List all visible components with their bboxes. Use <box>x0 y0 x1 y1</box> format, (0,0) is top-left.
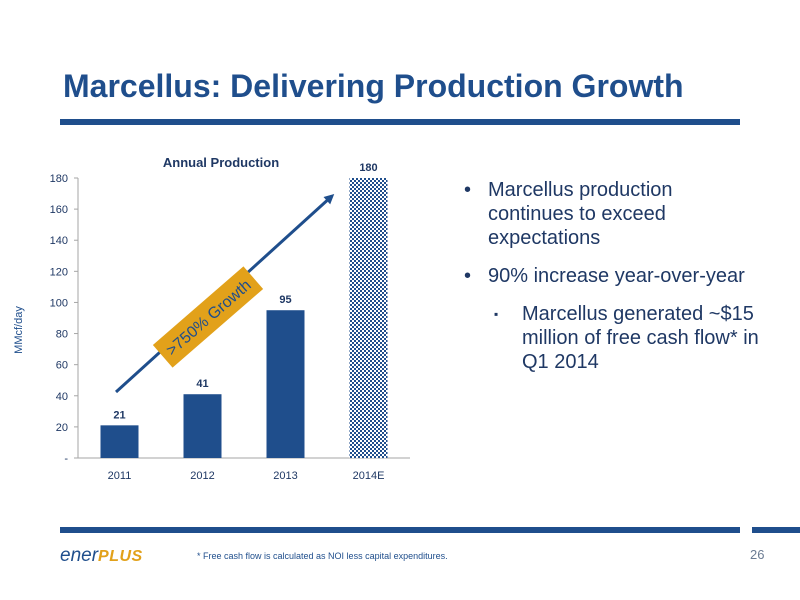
bullet-text: 90% increase year-over-year <box>488 265 745 287</box>
production-bar-chart: - 20 40 60 80 100 120 140 160 180 21 2011 41 2012 95 2… <box>13 155 410 482</box>
footer-rule-tail <box>752 527 800 533</box>
bar-data-label: 21 <box>113 409 125 421</box>
y-tick-label: 20 <box>56 422 68 434</box>
y-tick-label: 80 <box>56 329 68 341</box>
logo-text-ener: ener <box>60 545 99 566</box>
bullet-dot: • <box>464 265 472 287</box>
bar <box>349 178 388 458</box>
x-tick-label: 2013 <box>273 470 297 482</box>
bullet-list: • Marcellus production continues to exce… <box>460 178 760 374</box>
bar-data-label: 180 <box>359 162 377 174</box>
bar-data-label: 41 <box>196 378 208 390</box>
y-tick-label: 160 <box>50 204 68 216</box>
x-tick-label: 2012 <box>190 470 214 482</box>
growth-annotation-text: >750% Growth <box>163 277 254 360</box>
title-underline <box>60 119 740 125</box>
x-tick-label: 2014E <box>353 470 385 482</box>
bar <box>266 310 305 458</box>
y-tick-label: 120 <box>50 266 68 278</box>
y-tick-label: 140 <box>50 235 68 247</box>
y-tick-label: - <box>64 453 68 465</box>
growth-annotation: >750% Growth <box>152 266 264 368</box>
bar-data-label: 95 <box>279 294 291 306</box>
footnote: * Free cash flow is calculated as NOI le… <box>197 551 448 561</box>
sub-bullet-text: Marcellus generated ~$15 million of free… <box>522 303 759 373</box>
y-tick-label: 60 <box>56 360 68 372</box>
bullet-dot: • <box>464 179 472 201</box>
y-tick-label: 100 <box>50 297 68 309</box>
x-tick-label: 2011 <box>108 470 132 482</box>
y-tick-label: 180 <box>50 173 68 185</box>
bar <box>100 425 139 458</box>
sub-bullet-item: ▪ Marcellus generated ~$15 million of fr… <box>460 302 760 374</box>
y-tick-label: 40 <box>56 391 68 403</box>
bar <box>183 394 222 458</box>
bullet-text: Marcellus production continues to exceed… <box>488 179 673 249</box>
chart-title: Annual Production <box>163 155 279 170</box>
square-bullet-icon: ▪ <box>494 307 499 321</box>
bullet-item: • 90% increase year-over-year <box>460 264 760 288</box>
page-number: 26 <box>750 547 765 562</box>
y-axis-label: MMcf/day <box>13 306 25 354</box>
page-title: Marcellus: Delivering Production Growth <box>63 68 684 104</box>
footer-rule <box>60 527 740 533</box>
enerplus-logo: enerPLUS <box>60 545 143 567</box>
bullet-item: • Marcellus production continues to exce… <box>460 178 760 250</box>
logo-text-plus: PLUS <box>98 548 143 565</box>
